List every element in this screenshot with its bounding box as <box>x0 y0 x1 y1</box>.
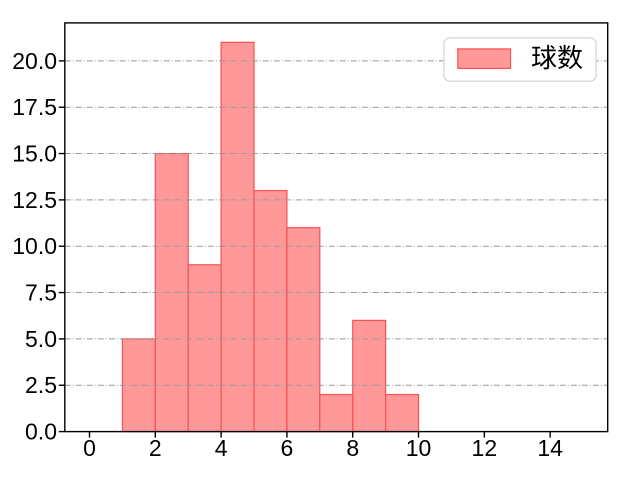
svg-text:8: 8 <box>346 435 359 461</box>
svg-text:6: 6 <box>281 435 294 461</box>
svg-text:0.0: 0.0 <box>25 419 57 445</box>
svg-text:12.5: 12.5 <box>12 187 57 213</box>
svg-text:15.0: 15.0 <box>12 141 57 167</box>
svg-text:0: 0 <box>83 435 96 461</box>
svg-text:20.0: 20.0 <box>12 48 57 74</box>
svg-text:2.5: 2.5 <box>25 372 57 398</box>
svg-text:14: 14 <box>537 435 563 461</box>
svg-text:10: 10 <box>406 435 432 461</box>
svg-text:17.5: 17.5 <box>12 94 57 120</box>
svg-text:5.0: 5.0 <box>25 326 57 352</box>
svg-text:7.5: 7.5 <box>25 280 57 306</box>
svg-text:球数: 球数 <box>531 43 583 73</box>
svg-text:12: 12 <box>472 435 498 461</box>
svg-text:4: 4 <box>215 435 228 461</box>
svg-text:2: 2 <box>149 435 162 461</box>
svg-text:10.0: 10.0 <box>12 233 57 259</box>
